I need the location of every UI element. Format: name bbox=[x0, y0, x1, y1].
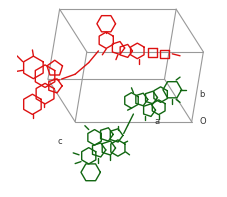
Text: O: O bbox=[198, 117, 205, 126]
Text: c: c bbox=[57, 137, 62, 146]
Text: b: b bbox=[199, 90, 204, 99]
Text: a: a bbox=[153, 117, 159, 126]
